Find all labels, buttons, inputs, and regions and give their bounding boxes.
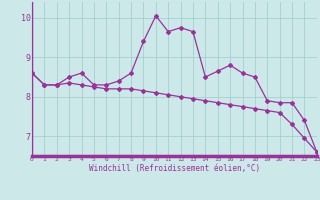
X-axis label: Windchill (Refroidissement éolien,°C): Windchill (Refroidissement éolien,°C) — [89, 164, 260, 173]
